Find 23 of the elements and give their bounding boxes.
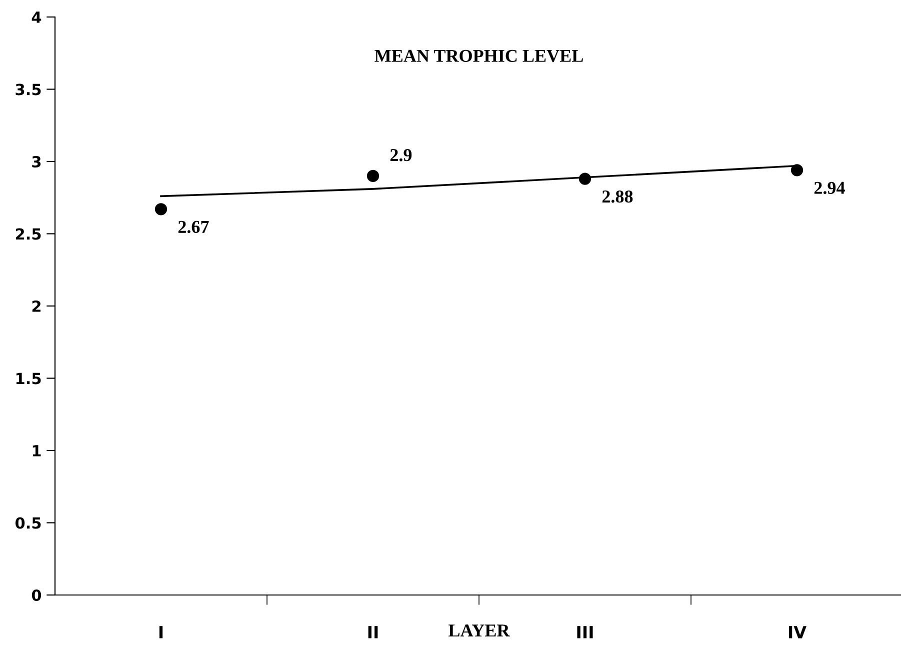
text: MEAN TROPHIC LEVEL — [374, 50, 583, 62]
y-tick-label: 2.5 — [16, 228, 41, 240]
x-tick-label: III — [577, 626, 593, 638]
x-tick-label: I — [159, 626, 163, 638]
y-tick-label: 4 — [32, 12, 42, 23]
point — [578, 172, 592, 185]
x-axis-title: LAYER — [448, 624, 510, 636]
y-tick-label: 1.5 — [16, 372, 41, 384]
y-tick-label: 0.5 — [15, 517, 41, 529]
data-label: 2.67 — [178, 220, 209, 234]
point — [790, 164, 804, 176]
point — [154, 203, 168, 216]
y-tick-label: 3 — [32, 156, 41, 168]
point — [366, 170, 380, 182]
data-label: 2.88 — [602, 190, 633, 203]
y-tick-label: 2 — [32, 300, 40, 312]
data-label: 2.94 — [814, 182, 845, 194]
data-label: 2.9 — [390, 149, 412, 162]
y-tick-label: 3.5 — [16, 84, 41, 96]
x-tick-label: IV — [788, 626, 806, 638]
x-tick-label: II — [368, 626, 378, 638]
y-tick-label: 0 — [32, 589, 42, 602]
y-tick-label: 1 — [32, 445, 41, 456]
